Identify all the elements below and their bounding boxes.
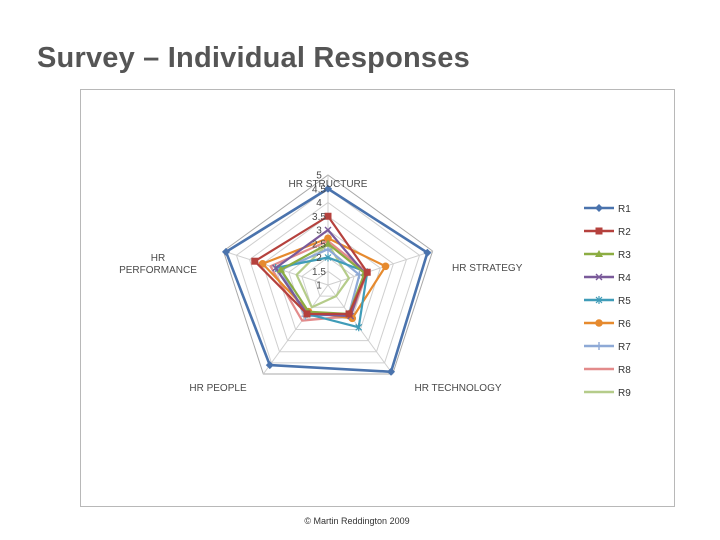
data-point	[387, 367, 396, 376]
grid-ring	[235, 188, 421, 364]
legend-marker	[595, 227, 603, 235]
data-point	[345, 310, 353, 318]
axis-label-hr-performance: HR PERFORMANCE	[119, 253, 197, 276]
tick-label: 3	[316, 226, 322, 237]
legend-marker	[595, 250, 603, 257]
series-r2	[251, 212, 371, 318]
data-point	[423, 248, 432, 257]
legend-marker	[595, 273, 603, 281]
legend-label: R7	[618, 342, 631, 353]
data-point	[363, 268, 371, 276]
tick-label: 3.5	[312, 212, 326, 223]
legend-item: R2	[584, 227, 631, 238]
data-point	[324, 239, 332, 247]
axis-label-line: PERFORMANCE	[119, 265, 197, 276]
series-line	[253, 215, 369, 316]
data-point	[272, 264, 280, 272]
series-r1	[221, 184, 432, 376]
tick-label: 5	[316, 171, 322, 182]
axis-label-line: HR TECHNOLOGY	[414, 383, 501, 394]
grid-ring	[314, 270, 342, 297]
legend-marker	[595, 319, 603, 327]
axis-label-hr-people: HR PEOPLE	[189, 383, 247, 394]
legend-item: R6	[584, 319, 631, 330]
legend-item: R7	[584, 342, 631, 353]
legend-item: R9	[584, 388, 631, 399]
legend-label: R8	[618, 365, 631, 376]
legend-label: R1	[618, 204, 631, 215]
radar-chart: 1 1.5 2 2.5 3 3.5 4 4.5 5HR STRUCTURE HR STRATEGY…	[119, 171, 631, 400]
legend-label: R4	[618, 273, 631, 284]
tick-label: 2.5	[312, 239, 326, 250]
data-point	[251, 257, 259, 265]
axis-label-line: HR PEOPLE	[189, 383, 247, 394]
legend-label: R3	[618, 250, 631, 261]
tick-label: 2	[316, 253, 322, 264]
legend-label: R2	[618, 227, 631, 238]
tick-label: 4	[316, 198, 322, 209]
grid-ring	[248, 201, 408, 353]
legend-marker	[595, 296, 603, 304]
tick-label: 1	[316, 281, 322, 292]
chart-frame	[80, 89, 675, 507]
grid-ring	[301, 256, 355, 308]
axis-label-line: HR STRATEGY	[452, 263, 523, 274]
copyright-footer: © Martin Reddington 2009	[0, 516, 720, 526]
legend-label: R9	[618, 388, 631, 399]
data-point	[221, 247, 230, 256]
legend-label: R5	[618, 296, 631, 307]
axis-label-line: HR STRUCTURE	[289, 179, 368, 190]
data-point	[324, 212, 332, 220]
data-point	[324, 184, 332, 193]
legend-marker	[595, 204, 603, 212]
grid-ring	[222, 174, 434, 375]
legend-marker	[595, 342, 603, 350]
series-line	[224, 187, 429, 374]
series-r9	[295, 242, 351, 309]
legend-item: R1	[584, 204, 631, 215]
data-point	[355, 323, 363, 332]
data-point	[265, 361, 274, 370]
series-line	[279, 242, 366, 316]
axis-label-hr-structure: HR STRUCTURE	[289, 179, 368, 190]
series-line	[295, 242, 351, 309]
axis-label-hr-technology: HR TECHNOLOGY	[414, 383, 501, 394]
data-point	[324, 234, 332, 243]
data-point	[276, 265, 285, 273]
radar-grid	[222, 174, 434, 375]
legend-item: R4	[584, 273, 631, 284]
tick-labels: 1 1.5 2 2.5 3 3.5 4 4.5 5	[312, 171, 326, 292]
axis-labels: HR STRUCTURE HR STRATEGY HR TECHNOLOGY HR P…	[119, 179, 523, 394]
radar-series	[221, 184, 432, 376]
grid-ring	[262, 215, 394, 342]
data-point	[303, 310, 311, 318]
legend-item: R3	[584, 250, 631, 261]
axis-spoke	[262, 284, 329, 375]
legend-item: R5	[584, 296, 631, 307]
tick-label: 4.5	[312, 184, 326, 195]
tick-label: 1.5	[312, 267, 326, 278]
axis-label-hr-strategy: HR STRATEGY	[452, 263, 523, 274]
axis-spoke	[327, 250, 433, 286]
data-point	[381, 262, 390, 271]
slide-title: Survey – Individual Responses	[37, 42, 470, 74]
legend: R1 R2 R3 R4 R5 R6 R7 R8 R9	[584, 204, 631, 399]
data-point	[324, 253, 332, 262]
copyright-text: © Martin Reddington 2009	[304, 516, 410, 526]
series-line	[274, 228, 366, 318]
legend-item: R8	[584, 365, 631, 376]
data-point	[324, 226, 332, 234]
axis-label-line: HR	[151, 253, 165, 264]
legend-label: R6	[618, 319, 631, 330]
